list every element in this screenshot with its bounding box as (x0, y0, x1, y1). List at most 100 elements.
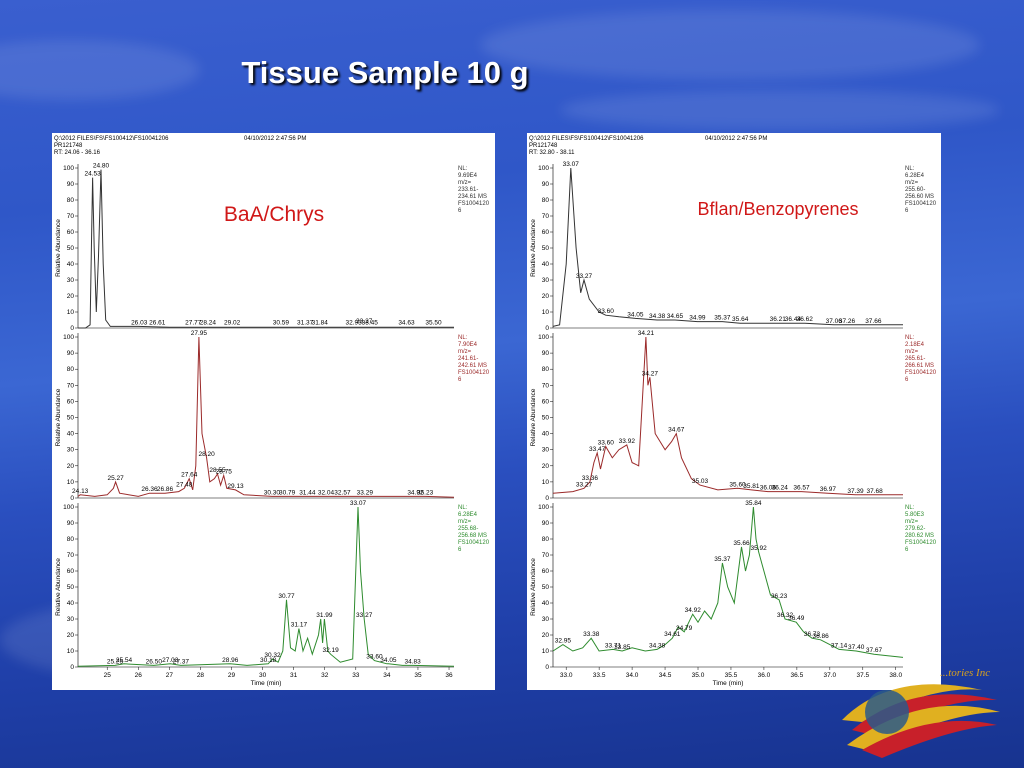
x-tick-label: 29 (228, 672, 236, 679)
peak-label: 33.60 (598, 308, 615, 315)
peak-label: 37.14 (831, 642, 848, 649)
peak-label: 29.13 (227, 483, 244, 490)
nl-info: 266.61 MS (905, 363, 934, 369)
x-tick-label: 34.0 (626, 672, 639, 679)
nl-info: 280.62 MS (905, 533, 934, 539)
peak-label: 24.80 (93, 163, 110, 170)
x-tick-label: 31 (290, 672, 298, 679)
nl-info: 241.61- (458, 356, 478, 362)
x-tick-label: 35 (414, 672, 422, 679)
logo-text: ...tories Inc (940, 667, 990, 679)
y-tick-label: 100 (63, 165, 74, 172)
y-tick-label: 70 (67, 213, 75, 220)
y-tick-label: 50 (542, 415, 550, 422)
nl-info: 256.68 MS (458, 533, 487, 539)
y-tick-label: 0 (70, 325, 74, 332)
peak-label: 33.29 (357, 489, 374, 496)
peak-label: 28.20 (199, 451, 216, 458)
trace-line (552, 506, 904, 658)
compound-annotation: Bflan/Benzopyrenes (697, 199, 858, 219)
x-tick-label: 38.0 (889, 672, 902, 679)
x-tick-label: 34 (383, 672, 391, 679)
x-tick-label: 32 (321, 672, 329, 679)
peak-label: 35.37 (714, 315, 731, 322)
nl-info: NL: (905, 166, 915, 172)
compound-annotation: BaA/Chrys (224, 203, 324, 226)
trace-line (77, 506, 455, 667)
peak-label: 36.23 (771, 593, 788, 600)
peak-label: 35.84 (745, 500, 762, 507)
nl-info: m/z= (458, 180, 472, 186)
peak-label: 30.18 (260, 657, 277, 664)
x-tick-label: 36.0 (758, 672, 771, 679)
peak-label: 35.81 (743, 483, 760, 490)
peak-label: 35.37 (714, 556, 731, 563)
peak-label: 34.61 (664, 631, 681, 638)
y-tick-label: 10 (67, 648, 75, 655)
y-tick-label: 30 (67, 616, 75, 623)
peak-label: 33.47 (589, 446, 606, 453)
y-tick-label: 40 (542, 431, 550, 438)
nl-info: FS1004120 (905, 540, 937, 546)
x-tick-label: 30 (259, 672, 267, 679)
peak-label: 36.24 (772, 485, 789, 492)
y-tick-label: 30 (542, 277, 550, 284)
y-tick-label: 30 (67, 447, 75, 454)
peak-label: 36.57 (793, 485, 810, 492)
x-tick-label: 33 (352, 672, 360, 679)
peak-label: 25.25 (107, 658, 124, 665)
peak-label: 34.63 (398, 319, 415, 326)
peak-label: 34.83 (405, 658, 422, 665)
y-tick-label: 90 (67, 350, 75, 357)
nl-info: 242.61 MS (458, 363, 487, 369)
nl-info: m/z= (905, 180, 919, 186)
company-logo: ...tories Inc (842, 667, 1000, 758)
peak-label: 31.84 (312, 319, 329, 326)
x-tick-label: 36.5 (791, 672, 804, 679)
peak-label: 36.86 (812, 633, 829, 640)
peak-label: 34.38 (649, 642, 666, 649)
y-tick-label: 100 (538, 165, 549, 172)
nl-info: m/z= (905, 349, 919, 355)
peak-label: 36.06 (760, 485, 777, 492)
peak-label: 34.79 (676, 625, 693, 632)
peak-label: 34.92 (407, 489, 424, 496)
nl-info: m/z= (905, 519, 919, 525)
y-tick-label: 30 (542, 447, 550, 454)
chromatogram-left-svg: Q:\2012 FILES\FS\FS100412\FS10041206PR12… (54, 136, 490, 687)
y-tick-label: 50 (542, 584, 550, 591)
trace-line (552, 167, 903, 327)
peak-label: 25.54 (116, 657, 133, 664)
nl-info: 279.62- (905, 526, 925, 532)
y-tick-label: 0 (545, 495, 549, 502)
peak-label: 31.44 (299, 489, 316, 496)
x-tick-label: 35.0 (692, 672, 705, 679)
peak-label: 30.77 (278, 593, 295, 600)
peak-label: 30.32 (264, 652, 281, 659)
nl-info: 265.61- (905, 356, 925, 362)
y-tick-label: 90 (67, 520, 75, 527)
nl-info: 6.28E4 (905, 173, 925, 179)
nl-info: 5.80E3 (905, 512, 925, 518)
x-tick-label: 34.5 (659, 672, 672, 679)
y-tick-label: 0 (70, 664, 74, 671)
nl-info: NL: (458, 335, 468, 341)
nl-info: 6 (458, 547, 462, 553)
header-id: PR121748 (529, 143, 558, 149)
x-tick-label: 33.5 (593, 672, 606, 679)
peak-label: 33.85 (614, 644, 631, 651)
peak-label: 32.19 (322, 647, 339, 654)
y-tick-label: 80 (542, 366, 550, 373)
peak-label: 36.49 (788, 615, 805, 622)
y-tick-label: 0 (70, 495, 74, 502)
peak-label: 35.03 (692, 478, 709, 485)
peak-label: 25.27 (107, 475, 124, 482)
y-tick-label: 70 (542, 382, 550, 389)
peak-label: 26.50 (146, 658, 163, 665)
header-id: PR121748 (54, 143, 83, 149)
y-tick-label: 20 (67, 293, 75, 300)
y-tick-label: 20 (67, 463, 75, 470)
nl-info: 6.28E4 (458, 512, 478, 518)
nl-info: 6 (458, 377, 462, 383)
peak-label: 27.03 (162, 657, 179, 664)
